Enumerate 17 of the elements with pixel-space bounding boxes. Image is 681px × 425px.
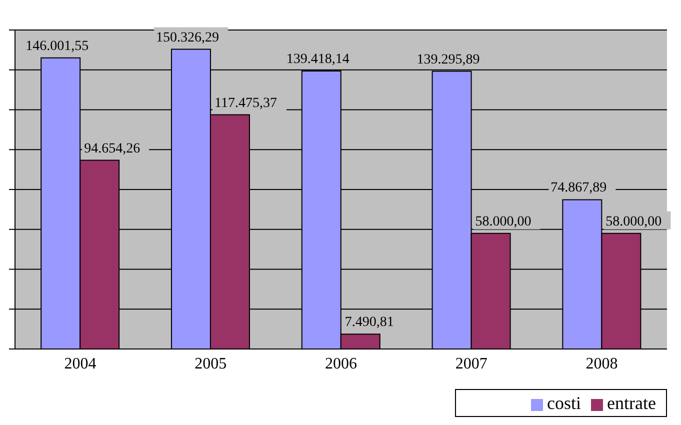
data-label: 146.001,55 [26, 38, 89, 54]
data-label: 150.326,29 [156, 30, 219, 46]
data-label: 139.418,14 [286, 52, 350, 68]
x-tick-label: 2004 [64, 355, 96, 372]
legend-label: entrate [607, 393, 656, 413]
data-label: 74.867,89 [550, 180, 607, 196]
data-label: 58.000,00 [606, 214, 662, 230]
x-tick-label: 2006 [325, 355, 357, 372]
data-label: 139.295,89 [416, 52, 480, 68]
x-tick-label: 2005 [194, 355, 227, 372]
data-label: 58.000,00 [475, 214, 532, 230]
x-tick-label: 2008 [586, 355, 618, 372]
legend-label: costi [547, 393, 582, 413]
data-label: 117.475,37 [214, 96, 277, 111]
data-label: 94.654,26 [84, 141, 140, 156]
x-tick-label: 2007 [455, 355, 488, 372]
data-label: 7.490,81 [344, 315, 394, 330]
